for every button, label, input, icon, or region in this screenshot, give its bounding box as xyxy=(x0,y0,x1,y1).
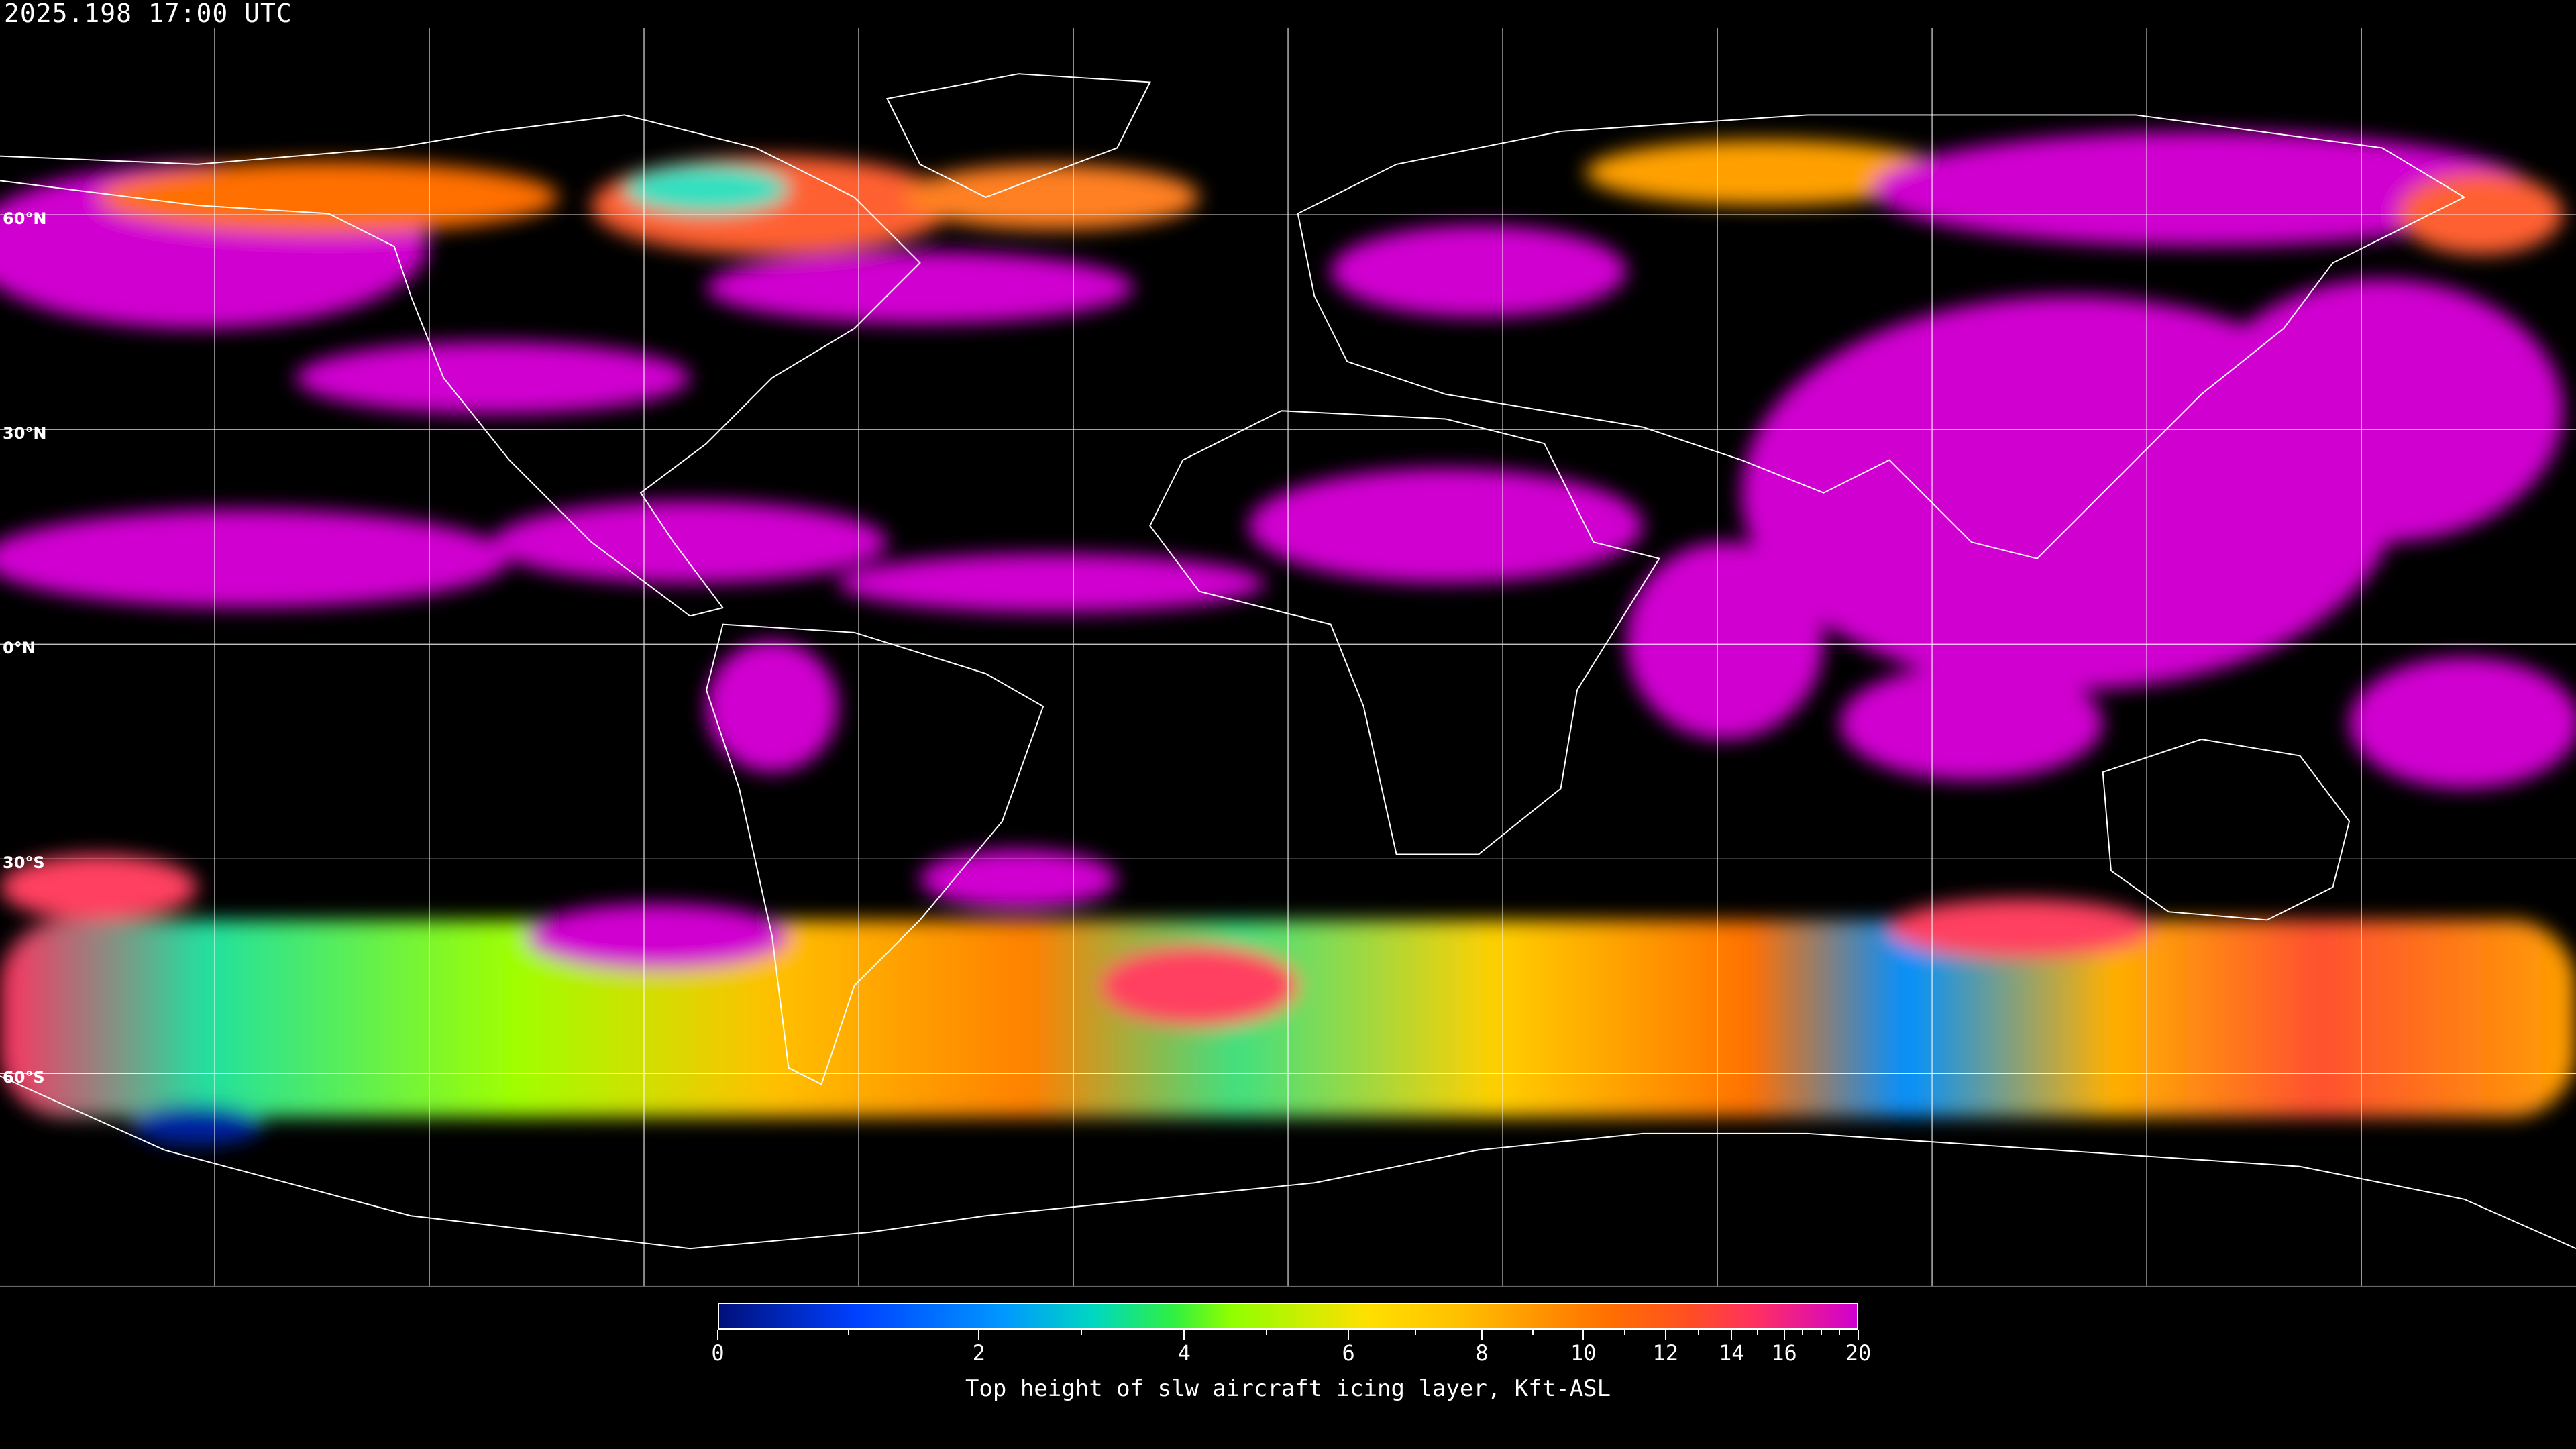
colorbar-minor-tick xyxy=(1698,1330,1699,1335)
lat-label-60s: 60°S xyxy=(3,1068,45,1087)
colorbar xyxy=(718,1303,1858,1330)
colorbar-minor-tick xyxy=(1839,1330,1841,1335)
graticule xyxy=(0,28,2576,1287)
colorbar-minor-tick xyxy=(1265,1330,1267,1335)
lat-label-0: 0°N xyxy=(3,639,36,657)
colorbar-tick-label: 12 xyxy=(1652,1340,1678,1366)
colorbar-tick-label: 0 xyxy=(711,1340,724,1366)
colorbar-minor-tick xyxy=(1532,1330,1534,1335)
colorbar-tick-label: 2 xyxy=(972,1340,985,1366)
colorbar-tick-label: 14 xyxy=(1719,1340,1745,1366)
colorbar-tick xyxy=(1183,1330,1185,1340)
colorbar-tick xyxy=(978,1330,980,1340)
colorbar-tick-label: 4 xyxy=(1177,1340,1191,1366)
colorbar-minor-tick xyxy=(847,1330,849,1335)
colorbar-tick xyxy=(1731,1330,1733,1340)
lat-label-60n: 60°N xyxy=(3,209,47,228)
coastline-south-america xyxy=(706,623,1044,1085)
colorbar-tick xyxy=(1348,1330,1350,1340)
coastline-antarctica xyxy=(0,1075,2576,1250)
lat-label-30s: 30°S xyxy=(3,853,45,872)
colorbar-tick xyxy=(1783,1330,1785,1340)
colorbar-minor-tick xyxy=(1081,1330,1083,1335)
colorbar-tick xyxy=(717,1330,718,1340)
colorbar-tick-label: 10 xyxy=(1570,1340,1597,1366)
colorbar-tick xyxy=(1582,1330,1585,1340)
colorbar-title: Top height of slw aircraft icing layer, … xyxy=(965,1375,1611,1402)
coastline-greenland xyxy=(885,73,1151,198)
colorbar-tick-label: 6 xyxy=(1342,1340,1355,1366)
colorbar-minor-tick xyxy=(1820,1330,1822,1335)
colorbar-tick xyxy=(1858,1330,1859,1340)
colorbar-tick xyxy=(1664,1330,1666,1340)
colorbar-minor-tick xyxy=(1757,1330,1759,1335)
colorbar-tick-label: 8 xyxy=(1475,1340,1489,1366)
coastline-eurasia xyxy=(1297,114,2466,559)
colorbar-tick-label: 16 xyxy=(1771,1340,1797,1366)
colorbar-minor-tick xyxy=(1414,1330,1416,1335)
colorbar-minor-tick xyxy=(1623,1330,1625,1335)
coastlines xyxy=(0,73,2576,1250)
coastline-australia xyxy=(2102,739,2351,921)
colorbar-tick xyxy=(1481,1330,1483,1340)
colorbar-tick-label: 20 xyxy=(1845,1340,1872,1366)
coastline-africa xyxy=(1149,410,1661,855)
lat-label-30n: 30°N xyxy=(3,424,47,443)
coastline-north-america xyxy=(0,114,921,617)
colorbar-minor-tick xyxy=(1802,1330,1804,1335)
timestamp: 2025.198 17:00 UTC xyxy=(4,0,292,28)
